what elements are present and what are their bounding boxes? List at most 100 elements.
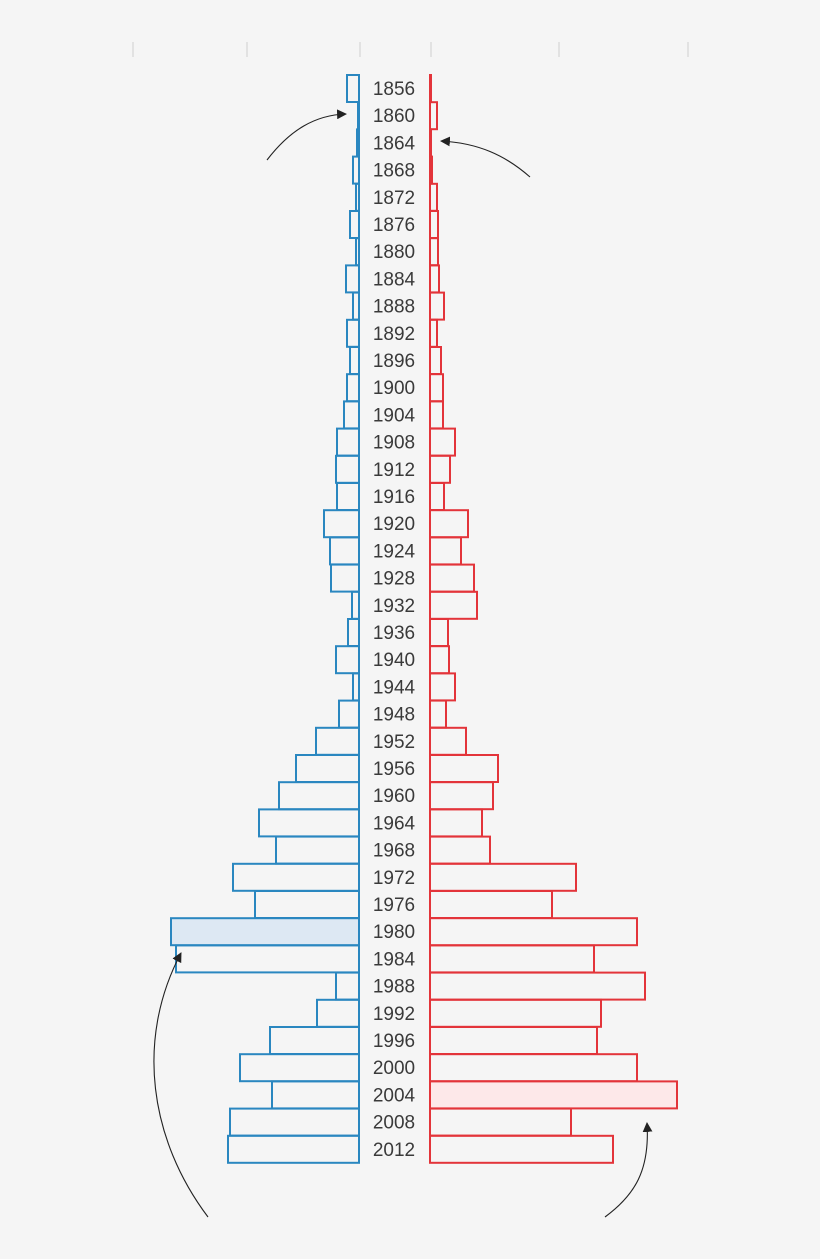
year-label-1936: 1936 [373,623,415,644]
year-labels: 1856 1860 1864 1868 1872 1876 1880 1884 1888 1892… [373,79,416,1161]
year-label-1904: 1904 [373,405,416,426]
left-series-bars [170,74,360,1164]
right-bar-1904 [429,400,444,430]
year-label-2000: 2000 [373,1058,415,1079]
right-bar-1860 [429,101,438,131]
right-bar-1924 [429,536,462,566]
right-bar-1956 [429,754,499,783]
year-label-1992: 1992 [373,1004,415,1025]
year-label-1932: 1932 [373,596,415,617]
year-label-1916: 1916 [373,487,415,508]
arrow-to-1860-left [266,109,347,161]
left-bar-1924 [329,536,360,566]
right-bar-1944 [429,672,456,702]
left-bar-1976 [254,890,360,919]
right-bar-1952 [429,726,467,756]
right-bar-1908 [429,427,456,457]
left-bar-1916 [336,482,360,511]
year-label-1952: 1952 [373,732,415,753]
right-bar-1992 [429,998,602,1028]
left-bar-1896 [349,346,360,375]
left-bar-1904 [343,400,360,430]
left-bar-1940 [335,645,360,675]
left-bar-2008 [229,1107,360,1137]
right-bar-1896 [429,346,442,375]
right-bar-1964 [429,808,483,838]
year-label-1908: 1908 [373,433,415,454]
year-label-1884: 1884 [373,269,416,290]
left-bar-1900 [346,373,360,403]
year-label-1948: 1948 [373,705,415,726]
left-bar-1920 [323,509,360,539]
year-label-1868: 1868 [373,161,415,182]
right-bar-2004 [429,1080,678,1110]
right-bar-1876 [429,210,439,239]
left-bar-1972 [232,862,360,892]
year-label-1924: 1924 [373,541,416,562]
right-bar-1976 [429,890,553,919]
year-label-1956: 1956 [373,759,415,780]
left-bar-1908 [336,427,360,457]
year-label-1864: 1864 [373,133,416,154]
year-label-1912: 1912 [373,460,415,481]
annotation-arrows [153,109,653,1218]
left-bar-1996 [269,1026,360,1055]
year-label-2012: 2012 [373,1140,415,1161]
right-bar-1920 [429,509,469,539]
left-bar-1928 [330,563,360,593]
left-bar-1980 [170,917,360,947]
right-bar-1880 [429,237,439,267]
year-label-1900: 1900 [373,378,415,399]
right-bar-1984 [429,944,595,974]
year-label-1856: 1856 [373,79,415,100]
arrow-to-2008-right [604,1122,653,1218]
right-bar-1980 [429,917,638,947]
left-bar-1884 [345,264,360,294]
year-label-1996: 1996 [373,1031,415,1052]
right-bar-2000 [429,1053,638,1083]
year-label-1920: 1920 [373,514,415,535]
right-bar-1972 [429,862,577,892]
right-bar-1872 [429,182,438,212]
right-bar-1960 [429,781,494,811]
year-label-1896: 1896 [373,351,415,372]
year-label-1892: 1892 [373,324,415,345]
top-tick-marks [132,42,689,57]
left-bar-1984 [175,944,360,974]
year-label-2008: 2008 [373,1113,415,1134]
left-bar-1956 [295,754,360,783]
year-label-1888: 1888 [373,297,415,318]
year-label-1860: 1860 [373,106,415,127]
right-bar-2012 [429,1134,614,1164]
right-bar-1884 [429,264,440,294]
right-series-bars [429,74,678,1164]
year-label-1972: 1972 [373,868,415,889]
right-bar-1916 [429,482,445,511]
left-bar-1952 [315,726,360,756]
year-label-1980: 1980 [373,922,415,943]
left-bar-1932 [351,590,360,620]
left-bar-1912 [335,454,360,484]
left-bar-1948 [338,699,360,729]
left-bar-1968 [275,835,360,865]
right-bar-1900 [429,373,444,403]
right-bar-1948 [429,699,447,729]
right-bar-1892 [429,318,438,348]
year-label-1944: 1944 [373,677,416,698]
left-bar-2004 [271,1080,360,1110]
right-bar-1932 [429,590,478,620]
year-label-1964: 1964 [373,813,416,834]
year-label-1876: 1876 [373,215,415,236]
left-bar-2000 [239,1053,360,1083]
right-bar-1888 [429,291,445,321]
right-bar-1940 [429,645,450,675]
left-bar-1960 [278,781,360,811]
left-bar-1992 [316,998,360,1028]
arrow-to-1984-left [153,952,209,1218]
right-bar-1996 [429,1026,598,1055]
left-bar-2012 [227,1134,360,1164]
year-label-1988: 1988 [373,977,415,998]
year-label-1984: 1984 [373,949,416,970]
year-label-1872: 1872 [373,188,415,209]
